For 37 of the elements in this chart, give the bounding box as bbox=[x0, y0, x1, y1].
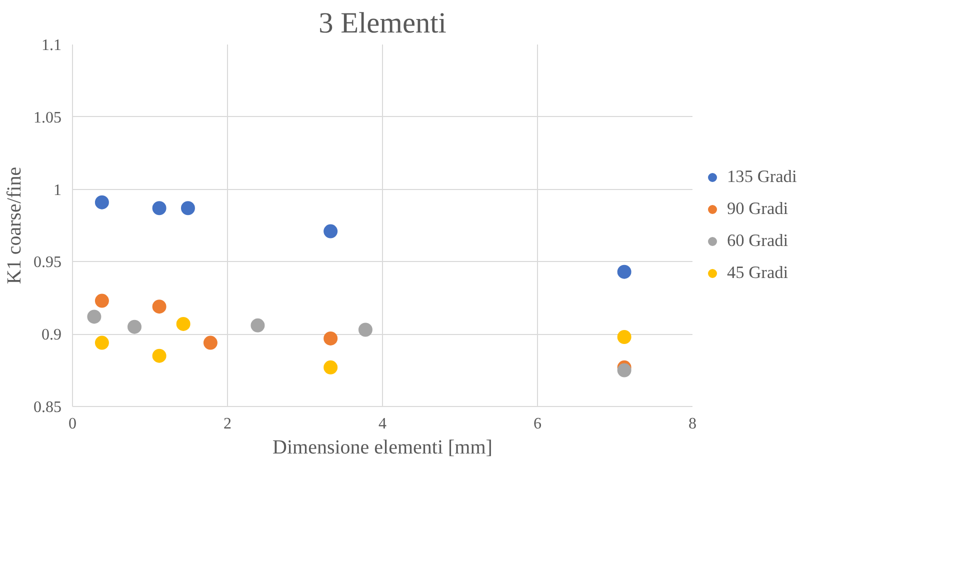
x-tick-label: 2 bbox=[224, 416, 232, 432]
point bbox=[324, 224, 338, 238]
y-axis-title: K1 coarse/fine bbox=[4, 166, 26, 284]
y-tick-label: 0.9 bbox=[42, 326, 62, 344]
x-tick-label: 6 bbox=[534, 416, 542, 432]
x-tick-label: 8 bbox=[688, 416, 696, 432]
y-tick-label: 1.05 bbox=[34, 109, 62, 126]
y-tick-label: 1 bbox=[54, 182, 62, 199]
point bbox=[152, 300, 166, 314]
point bbox=[358, 322, 372, 337]
legend-label: 60 Gradi bbox=[727, 231, 788, 251]
point bbox=[203, 336, 218, 350]
point bbox=[128, 320, 142, 334]
point bbox=[152, 348, 166, 363]
point bbox=[87, 310, 102, 324]
point bbox=[324, 331, 338, 346]
point bbox=[250, 318, 265, 332]
x-axis-title: Dimensione elementi [mm] bbox=[272, 436, 492, 458]
y-tick-label: 0.95 bbox=[34, 254, 62, 272]
point bbox=[180, 201, 195, 216]
legend-label: 135 Gradi bbox=[727, 167, 797, 187]
point bbox=[94, 336, 109, 350]
chart-title: 3 Elementi bbox=[318, 8, 446, 40]
y-tick-label: 0.85 bbox=[34, 399, 62, 416]
point bbox=[94, 195, 109, 210]
point bbox=[176, 316, 190, 331]
x-tick-label: 4 bbox=[378, 416, 386, 432]
point bbox=[324, 360, 338, 374]
x-tick-label: 0 bbox=[68, 416, 76, 432]
point bbox=[617, 330, 632, 344]
legend-label: 90 Gradi bbox=[727, 199, 788, 219]
point bbox=[617, 363, 632, 378]
point bbox=[152, 201, 166, 216]
y-tick-label: 1.1 bbox=[42, 37, 62, 54]
legend-label: 45 Gradi bbox=[727, 263, 788, 283]
point bbox=[94, 294, 109, 308]
point bbox=[617, 264, 632, 279]
